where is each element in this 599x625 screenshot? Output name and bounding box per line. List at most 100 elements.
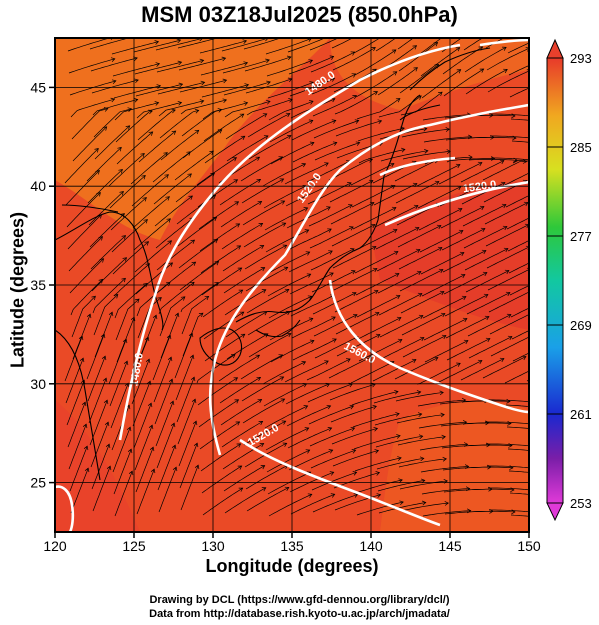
streamline <box>287 427 332 449</box>
streamline-arrow <box>266 80 271 86</box>
streamline-arrow <box>308 59 314 64</box>
streamline <box>441 228 486 251</box>
streamline <box>220 201 262 228</box>
streamline <box>490 336 529 357</box>
streamline <box>114 283 148 319</box>
streamline <box>221 223 263 250</box>
streamline <box>288 250 333 273</box>
streamline-arrow <box>301 361 307 366</box>
streamline <box>219 178 261 206</box>
streamline <box>181 109 222 137</box>
streamline <box>241 376 284 402</box>
streamline <box>134 240 172 273</box>
streamline-arrow <box>145 358 151 364</box>
streamline <box>438 360 483 383</box>
streamline-arrow <box>375 471 381 476</box>
streamline-arrow <box>368 179 374 185</box>
streamline <box>202 487 243 516</box>
streamline-arrow <box>391 49 397 54</box>
streamline <box>114 471 133 517</box>
streamline-arrow <box>571 271 575 275</box>
streamline <box>225 311 267 338</box>
streamline-arrow <box>167 240 173 245</box>
streamline-arrow <box>304 427 310 432</box>
streamline <box>179 443 198 489</box>
streamline <box>136 102 182 119</box>
streamline <box>89 213 125 248</box>
streamline <box>113 449 132 495</box>
streamline-arrow <box>279 178 285 183</box>
streamline <box>159 110 199 139</box>
streamline-arrow <box>155 62 161 67</box>
streamline-arrow <box>309 339 315 345</box>
streamline-arrow <box>434 180 440 186</box>
streamline <box>358 339 403 362</box>
streamline <box>264 207 308 231</box>
streamline <box>65 358 84 404</box>
streamline <box>133 403 152 449</box>
wind-streamlines <box>64 26 575 517</box>
streamline-arrow <box>279 376 285 381</box>
streamline <box>380 150 428 162</box>
streamline <box>394 357 439 380</box>
streamline <box>225 113 267 140</box>
streamline <box>110 383 129 429</box>
streamline <box>416 362 461 385</box>
streamline-arrow <box>240 333 246 338</box>
streamline <box>182 129 222 159</box>
streamline-arrow <box>525 26 529 30</box>
streamline-arrow <box>243 101 249 106</box>
streamline-arrow <box>324 360 329 365</box>
streamline <box>176 377 195 423</box>
streamline <box>372 359 417 382</box>
streamline <box>200 443 241 472</box>
streamline-arrow <box>395 98 401 103</box>
streamline-arrow <box>176 38 182 44</box>
streamline <box>262 361 306 385</box>
streamline <box>91 79 139 94</box>
streamline <box>423 318 468 341</box>
streamline-arrow <box>420 478 426 484</box>
streamline <box>221 38 269 52</box>
streamline-arrow <box>126 426 132 432</box>
streamline <box>460 160 505 183</box>
streamline-arrow <box>111 79 117 85</box>
streamline <box>377 271 422 294</box>
streamline-arrow <box>479 68 485 73</box>
streamline-arrow <box>234 201 240 206</box>
streamline <box>311 471 357 491</box>
streamline-arrow <box>394 272 400 278</box>
streamline <box>180 282 219 313</box>
streamline-arrow <box>444 501 449 506</box>
streamline-arrow <box>352 313 358 319</box>
streamline <box>156 239 195 271</box>
streamline-arrow <box>328 250 333 255</box>
streamline-arrow <box>373 91 378 96</box>
streamline-arrow <box>171 444 177 450</box>
streamline <box>290 493 335 515</box>
streamline-arrow <box>124 382 130 388</box>
streamline-arrow <box>485 337 491 343</box>
streamline-arrow <box>149 446 155 452</box>
streamline <box>329 180 374 203</box>
streamline-arrow <box>128 470 134 476</box>
colorbar-ramp <box>546 57 564 504</box>
streamline-arrow <box>78 335 84 341</box>
streamline-arrow <box>522 159 528 164</box>
streamline-arrow <box>534 136 538 140</box>
streamline <box>375 38 397 52</box>
streamline <box>112 427 131 473</box>
streamline-arrow <box>259 443 265 448</box>
hot-region-band <box>370 180 529 330</box>
streamline-arrow <box>82 423 88 429</box>
streamline <box>504 172 529 186</box>
streamline-arrow <box>172 466 178 472</box>
streamline <box>462 422 512 425</box>
streamline <box>486 246 529 269</box>
streamline-arrow <box>204 296 210 301</box>
streamline-arrow <box>234 399 240 404</box>
streamline <box>72 126 107 162</box>
streamline-arrow <box>326 404 332 410</box>
streamline-arrow <box>395 294 401 300</box>
streamline-arrow <box>278 156 284 161</box>
